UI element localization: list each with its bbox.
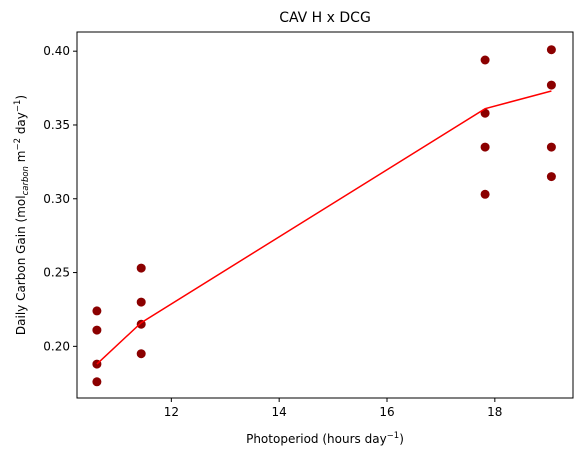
x-tick-label: 18 bbox=[487, 405, 502, 419]
y-axis: 0.20 0.25 0.30 0.35 0.40 bbox=[43, 44, 77, 353]
x-tick-label: 12 bbox=[164, 405, 179, 419]
data-point bbox=[546, 45, 556, 55]
x-axis-label: Photoperiod (hours day−1) bbox=[246, 431, 404, 446]
y-tick-label: 0.20 bbox=[43, 339, 70, 353]
data-point bbox=[546, 172, 556, 182]
data-point bbox=[92, 306, 102, 316]
y-tick-label: 0.35 bbox=[43, 118, 70, 132]
data-point bbox=[480, 55, 490, 65]
chart-title: CAV H x DCG bbox=[279, 10, 371, 26]
plot-area bbox=[92, 45, 556, 387]
y-axis-label: Daily Carbon Gain (molcarbon m−2 day−1) bbox=[13, 95, 31, 335]
y-tick-label: 0.30 bbox=[43, 192, 70, 206]
data-point bbox=[92, 377, 102, 387]
x-tick-label: 14 bbox=[272, 405, 287, 419]
trend-line bbox=[96, 90, 552, 365]
data-point bbox=[546, 142, 556, 152]
data-point bbox=[92, 325, 102, 335]
axes-frame bbox=[76, 31, 574, 399]
data-point bbox=[136, 263, 146, 273]
data-point bbox=[480, 189, 490, 199]
data-point bbox=[546, 80, 556, 90]
y-tick-label: 0.25 bbox=[43, 266, 70, 280]
x-axis: 12 14 16 18 bbox=[164, 398, 502, 419]
y-tick-label: 0.40 bbox=[43, 44, 70, 58]
data-point bbox=[480, 142, 490, 152]
data-point bbox=[136, 297, 146, 307]
x-tick-label: 16 bbox=[379, 405, 394, 419]
data-point bbox=[136, 349, 146, 359]
